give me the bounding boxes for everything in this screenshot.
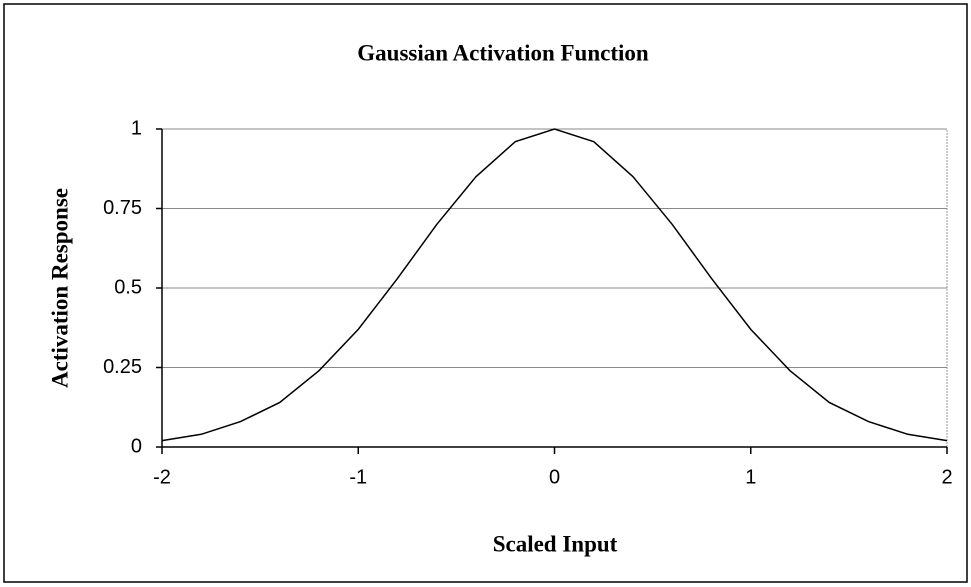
chart-title: Gaussian Activation Function [357, 40, 649, 65]
chart-border [3, 3, 968, 583]
line-series [161, 128, 948, 442]
x-tick-label: 2 [941, 466, 952, 488]
y-tick-label: 1 [131, 117, 142, 139]
x-tick-label: 0 [549, 466, 560, 488]
x-tick-label: -2 [153, 466, 171, 488]
x-tick-label: 1 [745, 466, 756, 488]
x-tick-label: -1 [349, 466, 367, 488]
y-tick-label: 0.5 [114, 276, 142, 298]
y-tick-label: 0.75 [103, 197, 142, 219]
y-axis-label: Activation Response [47, 188, 72, 388]
y-tick-label: 0 [131, 435, 142, 457]
y-tick-label: 0.25 [103, 356, 142, 378]
x-axis-label: Scaled Input [493, 531, 618, 556]
